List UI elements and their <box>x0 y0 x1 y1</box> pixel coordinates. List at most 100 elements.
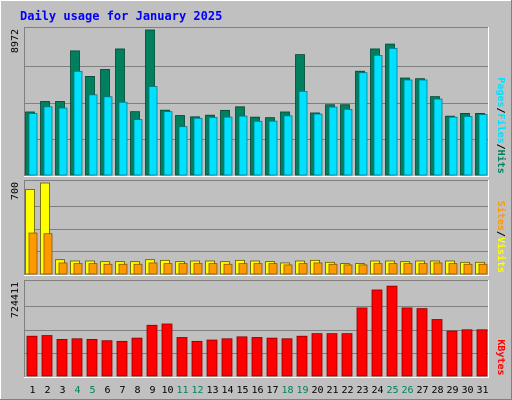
bar-middle-sites-day-6 <box>103 263 113 275</box>
chart-panels: 8972Pages/Files/Hits700Sites/Visits72441… <box>10 27 507 378</box>
x-label-day-24: 24 <box>371 385 383 396</box>
x-label-day-21: 21 <box>326 385 338 396</box>
bar-bottom-kbytes-day-7 <box>116 340 128 377</box>
x-label-day-7: 7 <box>119 385 125 396</box>
bar-top-files-day-26 <box>403 79 413 176</box>
bar-bottom-kbytes-day-23 <box>356 307 368 377</box>
bar-middle-sites-day-29 <box>448 263 458 275</box>
panel-middle-legend-item-2: Visits <box>495 237 507 273</box>
panel-bottom-legend: KBytes <box>495 339 506 375</box>
bar-bottom-kbytes-day-31 <box>476 329 488 377</box>
panel-top: 8972 Pages/Files/Hits <box>10 27 507 177</box>
bar-top-files-day-7 <box>118 101 128 176</box>
bar-middle-sites-day-21 <box>328 263 338 275</box>
bar-bottom-kbytes-day-13 <box>206 339 218 377</box>
panel-top-legend-item-2: Files <box>495 114 507 144</box>
bar-middle-sites-day-24 <box>373 263 383 275</box>
bar-top-files-day-10 <box>163 111 173 176</box>
x-label-day-30: 30 <box>461 385 473 396</box>
bar-middle-sites-day-18 <box>283 264 293 275</box>
bar-top-files-day-19 <box>298 91 308 176</box>
bar-middle-sites-day-16 <box>253 263 263 275</box>
bar-top-files-day-6 <box>103 96 113 176</box>
bar-middle-sites-day-25 <box>388 263 398 275</box>
bar-bottom-kbytes-day-12 <box>191 340 203 377</box>
bar-middle-sites-day-22 <box>343 264 353 275</box>
bar-top-files-day-2 <box>43 106 53 176</box>
x-label-day-6: 6 <box>104 385 110 396</box>
bar-bottom-kbytes-day-14 <box>221 338 233 377</box>
x-label-day-23: 23 <box>356 385 368 396</box>
panel-top-legend: Pages/Files/Hits <box>495 77 507 173</box>
bar-bottom-kbytes-day-30 <box>461 329 473 377</box>
x-label-day-13: 13 <box>206 385 218 396</box>
panel-top-legend-item-4: Hits <box>495 150 507 174</box>
bar-middle-sites-day-2 <box>43 233 53 275</box>
x-label-day-18: 18 <box>281 385 293 396</box>
bar-middle-sites-day-26 <box>403 263 413 275</box>
bar-bottom-kbytes-day-3 <box>56 339 68 377</box>
bar-top-files-day-3 <box>58 107 68 176</box>
bar-bottom-kbytes-day-4 <box>71 338 83 377</box>
bar-middle-sites-day-7 <box>118 263 128 275</box>
bar-bottom-kbytes-day-1 <box>26 335 38 377</box>
bar-top-files-day-4 <box>73 71 83 176</box>
bar-top-files-day-27 <box>418 79 428 176</box>
bar-bottom-kbytes-day-18 <box>281 338 293 377</box>
x-label-day-3: 3 <box>59 385 65 396</box>
bar-bottom-kbytes-day-16 <box>251 337 263 377</box>
bar-top-files-day-9 <box>148 86 158 176</box>
panel-middle: 700 Sites/Visits <box>10 180 507 276</box>
chart-title: Daily usage for January 2025 <box>20 9 222 23</box>
bar-middle-sites-day-19 <box>298 263 308 275</box>
x-label-day-28: 28 <box>431 385 443 396</box>
bar-top-files-day-8 <box>133 119 143 176</box>
bar-top-files-day-18 <box>283 115 293 176</box>
bar-top-files-day-29 <box>448 116 458 176</box>
x-label-day-1: 1 <box>29 385 35 396</box>
panel-middle-legend-item-0: Sites <box>495 201 507 231</box>
bar-top-files-day-23 <box>358 72 368 176</box>
x-label-day-5: 5 <box>89 385 95 396</box>
bar-middle-sites-day-8 <box>133 263 143 275</box>
bar-bottom-kbytes-day-9 <box>146 324 158 377</box>
panel-top-ymax-label: 8972 <box>10 29 21 53</box>
panel-top-legend-item-0: Pages <box>495 77 506 107</box>
bar-bottom-kbytes-day-29 <box>446 330 458 377</box>
panel-middle-ymax-label: 700 <box>10 182 21 200</box>
bar-bottom-kbytes-day-10 <box>161 323 173 377</box>
bar-top-files-day-15 <box>238 115 248 176</box>
bar-top-files-day-21 <box>328 106 338 176</box>
bar-middle-sites-day-20 <box>313 262 323 275</box>
bar-top-files-day-20 <box>313 113 323 176</box>
x-label-day-11: 11 <box>176 385 188 396</box>
bar-bottom-kbytes-day-25 <box>386 285 398 377</box>
bar-bottom-kbytes-day-15 <box>236 336 248 377</box>
bar-bottom-kbytes-day-6 <box>101 340 113 377</box>
bar-middle-sites-day-10 <box>163 263 173 275</box>
bar-top-files-day-5 <box>88 94 98 176</box>
bar-top-files-day-13 <box>208 117 218 176</box>
bar-middle-sites-day-9 <box>148 262 158 275</box>
x-axis-labels: 1 2 3 4 5 6 7 8 9 10 11 12 13 14 15 16 17 18 19 20 21 22 23 24 2… <box>29 385 488 396</box>
bar-bottom-kbytes-day-20 <box>311 333 323 377</box>
bar-top-files-day-31 <box>478 114 488 176</box>
x-label-day-12: 12 <box>191 385 203 396</box>
bar-middle-sites-day-13 <box>208 263 218 275</box>
x-label-day-20: 20 <box>311 385 323 396</box>
panel-middle-legend: Sites/Visits <box>495 201 507 273</box>
bar-middle-sites-day-11 <box>178 263 188 275</box>
panel-middle-background <box>24 180 489 276</box>
bar-top-files-day-22 <box>343 108 353 176</box>
x-label-day-22: 22 <box>341 385 353 396</box>
bar-middle-sites-day-17 <box>268 263 278 275</box>
bar-bottom-kbytes-day-22 <box>341 333 353 377</box>
bar-bottom-kbytes-day-19 <box>296 335 308 377</box>
bar-bottom-kbytes-day-28 <box>431 319 443 377</box>
x-label-day-17: 17 <box>266 385 278 396</box>
bar-bottom-kbytes-day-8 <box>131 337 143 377</box>
x-label-day-8: 8 <box>134 385 140 396</box>
bar-middle-sites-day-28 <box>433 262 443 275</box>
bar-middle-sites-day-23 <box>358 264 368 275</box>
x-label-day-29: 29 <box>446 385 458 396</box>
